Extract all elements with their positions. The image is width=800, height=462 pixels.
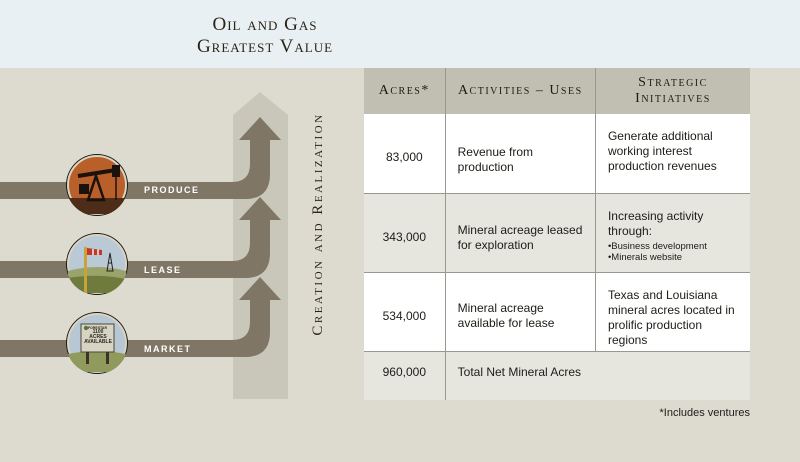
list-item: Business development [608,241,740,252]
footnote: *Includes ventures [659,407,751,419]
step-label-lease: LEASE [144,265,182,275]
produce-band [0,117,281,199]
market-band [0,277,281,357]
sign-text: 1100 ACRES AVAILABLE [84,329,112,345]
page-title: Oil and Gas Greatest Value [150,14,380,58]
table-row: 534,000 Mineral acreage available for le… [364,271,750,351]
initiatives-intro: Increasing activity through: [607,208,704,238]
initiatives-bullets: Business development Minerals website [608,241,740,263]
acreage-sign-icon: FORESTAR 1100 ACRES AVAILABLE [66,312,128,374]
header-strategic-initiatives: Strategic Initiatives [594,68,750,114]
pumpjack-icon [66,154,128,216]
cell-initiatives: Increasing activity through: Business de… [594,192,750,272]
table-header-row: Acres* Activities – Uses Strategic Initi… [364,68,750,114]
title-line-2: Greatest Value [196,36,334,57]
table-total-row: 960,000 Total Net Mineral Acres [364,350,750,400]
cell-acres: 83,000 [364,114,446,193]
flow-graphic [0,92,288,399]
total-acres: 960,000 [364,350,446,400]
cell-initiatives: Generate additional working interest pro… [594,114,750,193]
header-activities-uses: Activities – Uses [444,68,596,114]
windsock-rig-icon [66,233,128,295]
total-label: Total Net Mineral Acres [444,350,750,400]
sign-brand: FORESTAR [88,326,107,330]
header-acres: Acres* [364,68,446,114]
cell-acres: 343,000 [364,192,446,272]
cell-initiatives: Texas and Louisiana mineral acres locate… [594,271,750,351]
header-band [0,0,800,68]
list-item: Minerals website [608,252,740,263]
title-line-1: Oil and Gas [212,14,318,35]
cell-uses: Mineral acreage available for lease [444,271,596,351]
cell-uses: Revenue from production [444,114,596,193]
lease-band [0,197,281,278]
mineral-acres-table: Acres* Activities – Uses Strategic Initi… [364,68,750,400]
cell-uses: Mineral acreage leased for exploration [444,192,596,272]
table-row: 343,000 Mineral acreage leased for explo… [364,192,750,272]
table-row: 83,000 Revenue from production Generate … [364,114,750,193]
cell-acres: 534,000 [364,271,446,351]
step-label-produce: PRODUCE [144,185,200,195]
step-label-market: MARKET [144,344,192,354]
creation-realization-label: Creation and Realization [310,112,326,336]
